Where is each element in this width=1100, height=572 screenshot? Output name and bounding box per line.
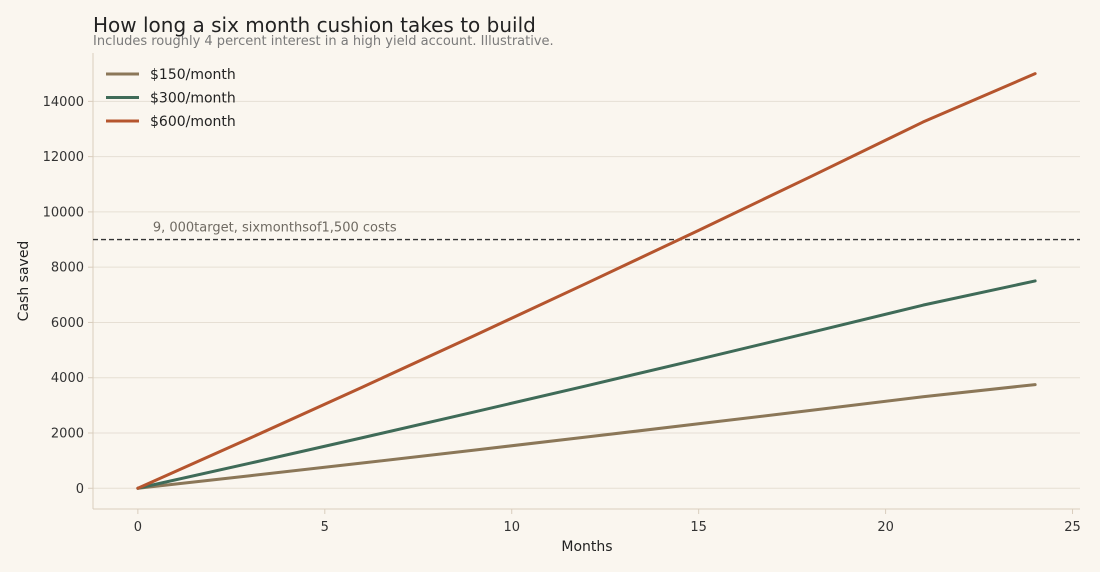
- y-tick-label: 14000: [43, 95, 84, 110]
- x-tick-label: 0: [134, 520, 142, 535]
- grid-lines: [93, 100, 1080, 489]
- x-tick-label: 5: [321, 520, 329, 535]
- x-tick-label: 10: [503, 520, 520, 535]
- y-tick-label: 10000: [43, 205, 84, 220]
- legend-label: $300/month: [150, 91, 236, 107]
- x-tick-label: 25: [1064, 520, 1081, 535]
- y-tick-label: 0: [76, 482, 84, 497]
- reference-line-label: 9, 000target, sixmonthsof1,500 costs: [153, 221, 397, 236]
- series-line-1: [136, 383, 1037, 490]
- y-tick-label: 4000: [51, 371, 84, 386]
- chart-subtitle: Includes roughly 4 percent interest in a…: [93, 34, 554, 49]
- legend-label: $600/month: [150, 114, 236, 130]
- series-line-3: [136, 72, 1037, 490]
- y-axis-label: Cash saved: [16, 241, 32, 322]
- x-tick-label: 15: [690, 520, 707, 535]
- legend: $150/month $300/month $600/month: [106, 67, 236, 130]
- x-axis-label: Months: [561, 539, 612, 555]
- y-tick-label: 12000: [43, 150, 84, 165]
- plot-area: [136, 72, 1037, 490]
- axes: 0 2000 4000 6000 8000 10000 12000 14000 0 5 10 15 20…: [43, 53, 1081, 535]
- chart-title: How long a six month cushion takes to bu…: [93, 13, 536, 37]
- y-tick-label: 8000: [51, 261, 84, 276]
- y-tick-label: 2000: [51, 427, 84, 442]
- y-tick-label: 6000: [51, 316, 84, 331]
- legend-label: $150/month: [150, 67, 236, 83]
- reference-line-group: 9, 000target, sixmonthsof1,500 costs: [93, 221, 1080, 241]
- x-tick-label: 20: [877, 520, 894, 535]
- series-line-2: [136, 279, 1037, 490]
